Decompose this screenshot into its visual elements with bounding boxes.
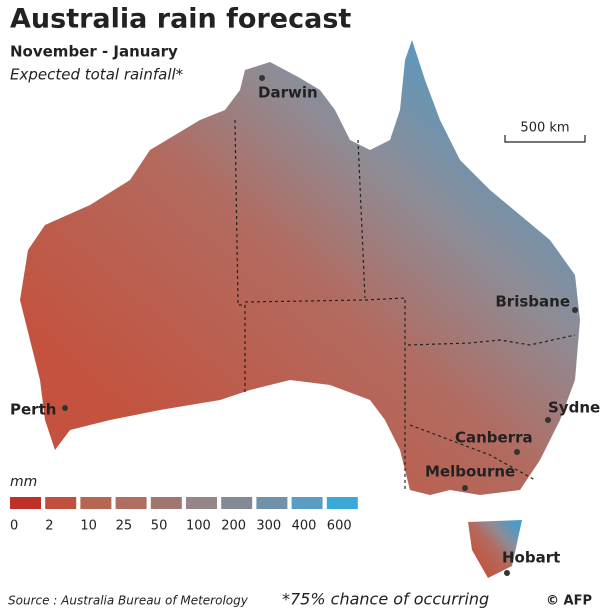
legend-label: 25 — [116, 519, 133, 534]
subtitle: November - January — [10, 43, 178, 61]
city-label: Brisbane — [495, 293, 570, 311]
legend-swatch — [115, 497, 147, 509]
state-border — [357, 139, 366, 299]
city-label: Darwin — [258, 84, 318, 102]
legend-label: 300 — [256, 519, 281, 534]
city-dot — [545, 417, 551, 423]
legend-label: 200 — [221, 519, 246, 534]
legend-label: 600 — [327, 519, 352, 534]
city-dot — [572, 307, 578, 313]
city-dot — [514, 449, 520, 455]
scale-label: 500 km — [520, 121, 569, 136]
city-dot — [504, 570, 510, 576]
legend-swatch — [80, 497, 112, 509]
footnote: *75% chance of occurring — [282, 590, 489, 609]
city-dot — [259, 75, 265, 81]
scale-bar: 500 km — [504, 121, 586, 143]
description: Expected total rainfall* — [10, 66, 184, 84]
city-label: Canberra — [455, 429, 533, 447]
legend-label: 2 — [45, 519, 53, 534]
legend-label: 10 — [80, 519, 97, 534]
city-label: Perth — [10, 401, 56, 419]
legend-swatch — [221, 497, 253, 509]
legend-label: 50 — [151, 519, 168, 534]
legend-swatch — [186, 497, 217, 509]
tasmania — [468, 520, 522, 578]
legend-swatch — [326, 497, 358, 509]
city-label: Sydney — [548, 399, 600, 417]
source: Source : Australia Bureau of Meterology — [8, 594, 249, 608]
legend-label: 0 — [10, 519, 18, 534]
city-label: Hobart — [502, 549, 560, 567]
state-border — [244, 297, 406, 490]
legend-swatch — [256, 497, 288, 509]
city-label: Melbourne — [425, 463, 515, 481]
legend-swatch — [150, 497, 182, 509]
state-border — [234, 119, 246, 395]
city-dot — [62, 405, 68, 411]
city-dot — [462, 485, 468, 491]
legend-label: 100 — [186, 519, 211, 534]
title: Australia rain forecast — [10, 4, 351, 35]
credit: © AFP — [546, 594, 592, 609]
legend-title: mm — [10, 474, 37, 490]
legend-swatch — [10, 497, 41, 509]
legend-label: 400 — [292, 519, 317, 534]
state-border — [407, 334, 576, 346]
australia-mainland — [20, 40, 580, 495]
legend-swatch — [45, 497, 77, 509]
legend-swatch — [291, 497, 323, 509]
